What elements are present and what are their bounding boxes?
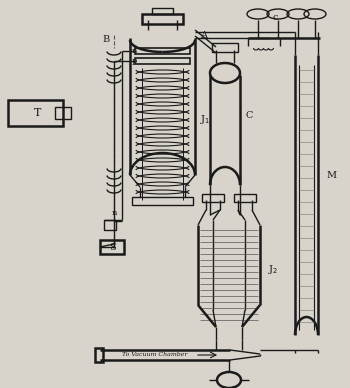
Bar xyxy=(212,43,238,52)
Text: J$_1$: J$_1$ xyxy=(200,114,210,126)
Bar xyxy=(104,220,116,230)
Bar xyxy=(152,8,173,14)
Text: T: T xyxy=(34,108,42,118)
Text: B: B xyxy=(102,35,110,45)
Text: p: p xyxy=(132,57,137,65)
Text: A: A xyxy=(200,31,207,40)
Bar xyxy=(95,348,103,362)
Bar xyxy=(135,58,190,64)
Bar xyxy=(8,100,63,126)
Text: J$_2$: J$_2$ xyxy=(268,263,278,277)
Bar xyxy=(100,240,124,254)
Bar xyxy=(55,107,71,119)
Text: n: n xyxy=(132,47,137,55)
Bar xyxy=(234,194,256,202)
Text: n: n xyxy=(111,209,117,217)
Text: S: S xyxy=(110,242,116,251)
Text: C: C xyxy=(245,111,252,120)
Bar xyxy=(202,194,224,202)
Text: To Vacuum Chamber: To Vacuum Chamber xyxy=(122,353,188,357)
Bar xyxy=(135,48,190,54)
Bar xyxy=(132,197,193,205)
Bar xyxy=(142,14,183,24)
Text: M: M xyxy=(326,170,336,180)
Text: c: c xyxy=(272,14,278,23)
